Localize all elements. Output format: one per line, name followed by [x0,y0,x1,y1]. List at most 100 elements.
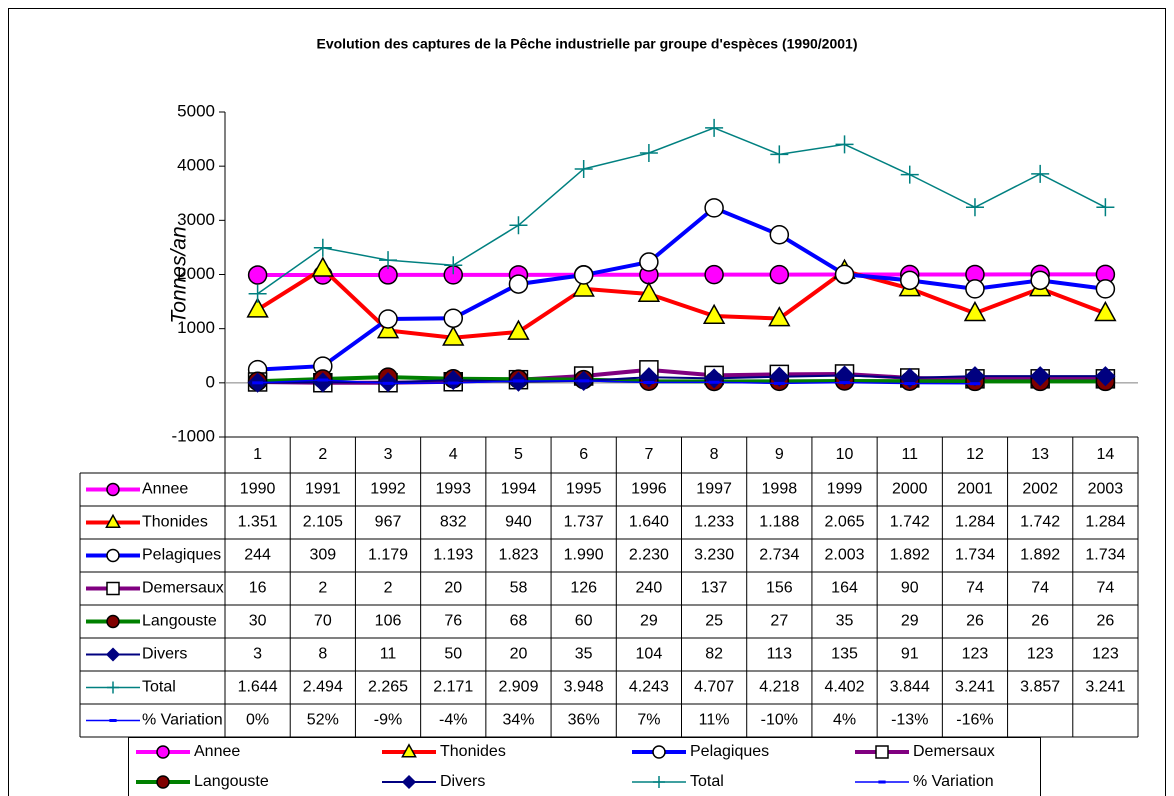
series-line [257,205,1106,372]
marker [769,264,790,285]
marker [705,118,724,137]
table-cell: 2002 [1022,481,1058,498]
marker [1095,279,1116,299]
marker [963,300,987,322]
table-cell: 20 [444,580,462,597]
table-cell: 74 [966,580,984,597]
legend-marker [156,745,170,759]
marker [1096,198,1115,217]
marker [1031,164,1050,183]
table-cell: 1.644 [238,679,278,696]
table-cell: 82 [705,646,723,663]
table-cell: 35 [836,613,854,630]
table-cell: 2.494 [303,679,343,696]
table-cell: 0% [246,712,269,729]
marker [900,270,920,291]
table-cell: 25 [705,613,723,630]
table-cell: 967 [375,514,402,531]
legend-marker [109,719,117,722]
table-cell: 3.230 [694,547,734,564]
marker [702,303,726,324]
table-cell: 2.265 [368,679,408,696]
series-line [257,374,1106,384]
category-label: 1 [253,446,262,463]
table-cell: 74 [1031,580,1049,597]
table-cell: 940 [505,514,532,531]
table-cell: 4.402 [825,679,865,696]
table-cell: 240 [636,580,663,597]
table-cell: 2001 [957,481,993,498]
legend-marker [105,647,121,662]
table-cell: 34% [502,712,534,729]
marker [573,265,594,285]
table-cell: 2.003 [825,547,865,564]
table-cell: 164 [831,580,858,597]
table-cell: 126 [570,580,597,597]
marker [965,198,984,217]
table-cell: 1994 [501,481,537,498]
marker [834,365,855,386]
legend-label: Annee [194,743,240,760]
legend-label: Demersaux [913,743,995,760]
table-cell: 2.734 [759,547,799,564]
table-cell: 123 [962,646,989,663]
legend-marker [652,745,666,759]
y-tick-label: 5000 [177,101,215,120]
legend-marker [106,614,120,629]
table-cell: 3.241 [955,679,995,696]
category-label: 12 [966,446,984,463]
category-label: 6 [579,446,588,463]
series-line [256,266,1107,340]
marker [1030,366,1051,387]
table-cell: 1990 [240,481,276,498]
marker [443,308,463,328]
table-cell: 29 [640,613,658,630]
legend-marker [105,513,121,529]
legend-label: Thonides [440,743,506,760]
table-cell: 1.188 [759,514,799,531]
category-label: 9 [775,446,784,463]
marker [572,276,595,297]
row-label: Total [142,679,176,696]
table-cell: 3.241 [1085,679,1125,696]
table-cell: 68 [510,613,528,630]
category-label: 11 [901,446,918,463]
series-line [257,127,1106,295]
series-line [257,375,1106,384]
marker [839,381,850,385]
category-label: 5 [514,446,523,463]
table-cell: 1.823 [498,547,538,564]
table-cell: 135 [831,646,858,663]
legend-marker [156,775,170,789]
table-cell: 52% [307,712,339,729]
table-cell: 1998 [762,481,798,498]
table-cell: 2000 [892,481,928,498]
table-cell: 123 [1027,646,1054,663]
row-label: Thonides [142,514,208,531]
category-label: 10 [836,446,854,463]
table-cell: 1.734 [955,547,995,564]
legend-marker [106,581,120,596]
legend-marker [653,776,665,788]
marker [639,252,659,272]
table-cell: 1.351 [238,514,278,531]
row-label: Langouste [142,613,217,630]
marker [965,279,985,299]
table-cell: 1999 [827,481,863,498]
marker [574,159,593,178]
table-cell: 4.707 [694,679,734,696]
table-cell: 1.284 [1085,514,1125,531]
table-cell: 2.065 [825,514,865,531]
table-cell: 2.105 [303,514,343,531]
legend-label: Langouste [194,773,269,790]
legend-marker [875,745,889,759]
marker [704,198,724,218]
marker [443,370,464,391]
legend-label: % Variation [913,773,994,790]
legend-label: Divers [440,773,485,790]
legend-marker [106,548,120,563]
category-label: 8 [710,446,719,463]
y-tick-label: 1000 [177,318,215,337]
marker [904,382,916,386]
